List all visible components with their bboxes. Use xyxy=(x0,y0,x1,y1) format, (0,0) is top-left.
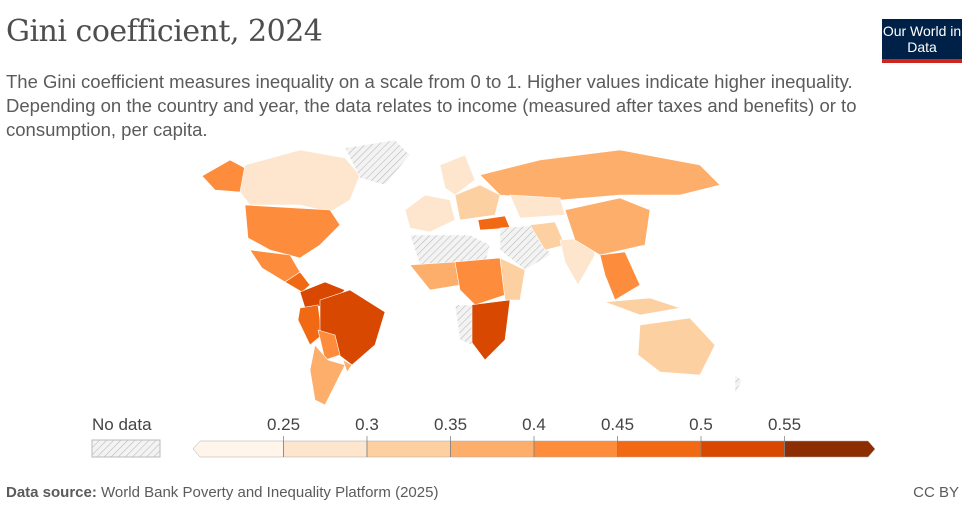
data-source: Data source: World Bank Poverty and Ineq… xyxy=(6,484,438,501)
country-central-africa xyxy=(454,257,506,306)
country-bolivia-paraguay xyxy=(317,329,341,361)
legend-bin[interactable] xyxy=(784,440,876,458)
country-united-states xyxy=(244,204,341,259)
country-peru-ecuador xyxy=(297,304,323,346)
country-kazakhstan xyxy=(509,194,566,219)
legend-bin[interactable] xyxy=(533,440,618,458)
legend-bin[interactable] xyxy=(192,440,284,458)
chart-subtitle: The Gini coefficient measures inequality… xyxy=(6,71,857,140)
legend-bin[interactable] xyxy=(283,440,368,458)
legend-tick-label: 0.45 xyxy=(601,415,634,434)
country-alaska xyxy=(201,159,246,193)
legend-no-data-label: No data xyxy=(92,415,152,434)
country-uruguay xyxy=(342,359,353,373)
country-argentina-chile xyxy=(309,344,346,405)
country-europe-west xyxy=(404,194,456,233)
country-new-zealand xyxy=(734,374,743,396)
legend-bin[interactable] xyxy=(700,440,785,458)
legend-no-data-swatch xyxy=(91,439,161,458)
legend-tick-label: 0.35 xyxy=(434,415,467,434)
country-central-america xyxy=(284,271,311,293)
country-southern-africa xyxy=(469,299,511,361)
country-southeast-asia xyxy=(599,251,641,301)
country-indonesia xyxy=(604,297,681,316)
legend-bin[interactable] xyxy=(366,440,451,458)
legend-bin[interactable] xyxy=(450,440,535,458)
source-text[interactable]: World Bank Poverty and Inequality Platfo… xyxy=(101,484,439,501)
owid-logo[interactable]: Our World in Data xyxy=(882,19,962,63)
country-east-africa xyxy=(499,257,526,301)
country-russia xyxy=(479,149,721,201)
source-label: Data source: xyxy=(6,484,97,501)
country-canada xyxy=(239,149,361,213)
legend-tick-label: 0.25 xyxy=(267,415,300,434)
chart-title: Gini coefficient, 2024 xyxy=(6,14,323,49)
map-legend: No data 0.25 0.3 0.35 0.4 0.45 0.5 0.55 xyxy=(91,415,876,458)
legend-tick-label: 0.55 xyxy=(768,415,801,434)
legend-tick-label: 0.5 xyxy=(689,415,713,434)
world-map[interactable] xyxy=(0,140,969,405)
country-west-africa xyxy=(409,261,461,291)
legend-tick-label: 0.3 xyxy=(355,415,379,434)
country-north-africa xyxy=(409,234,491,266)
country-scandinavia xyxy=(439,154,476,196)
country-china xyxy=(564,197,651,256)
legend-tick-label: 0.4 xyxy=(522,415,546,434)
country-greenland xyxy=(344,140,411,186)
country-angola-namibia xyxy=(454,304,473,346)
country-europe-east xyxy=(454,184,501,221)
legend-bin[interactable] xyxy=(617,440,702,458)
license[interactable]: CC BY xyxy=(913,484,959,501)
country-australia xyxy=(637,317,716,376)
